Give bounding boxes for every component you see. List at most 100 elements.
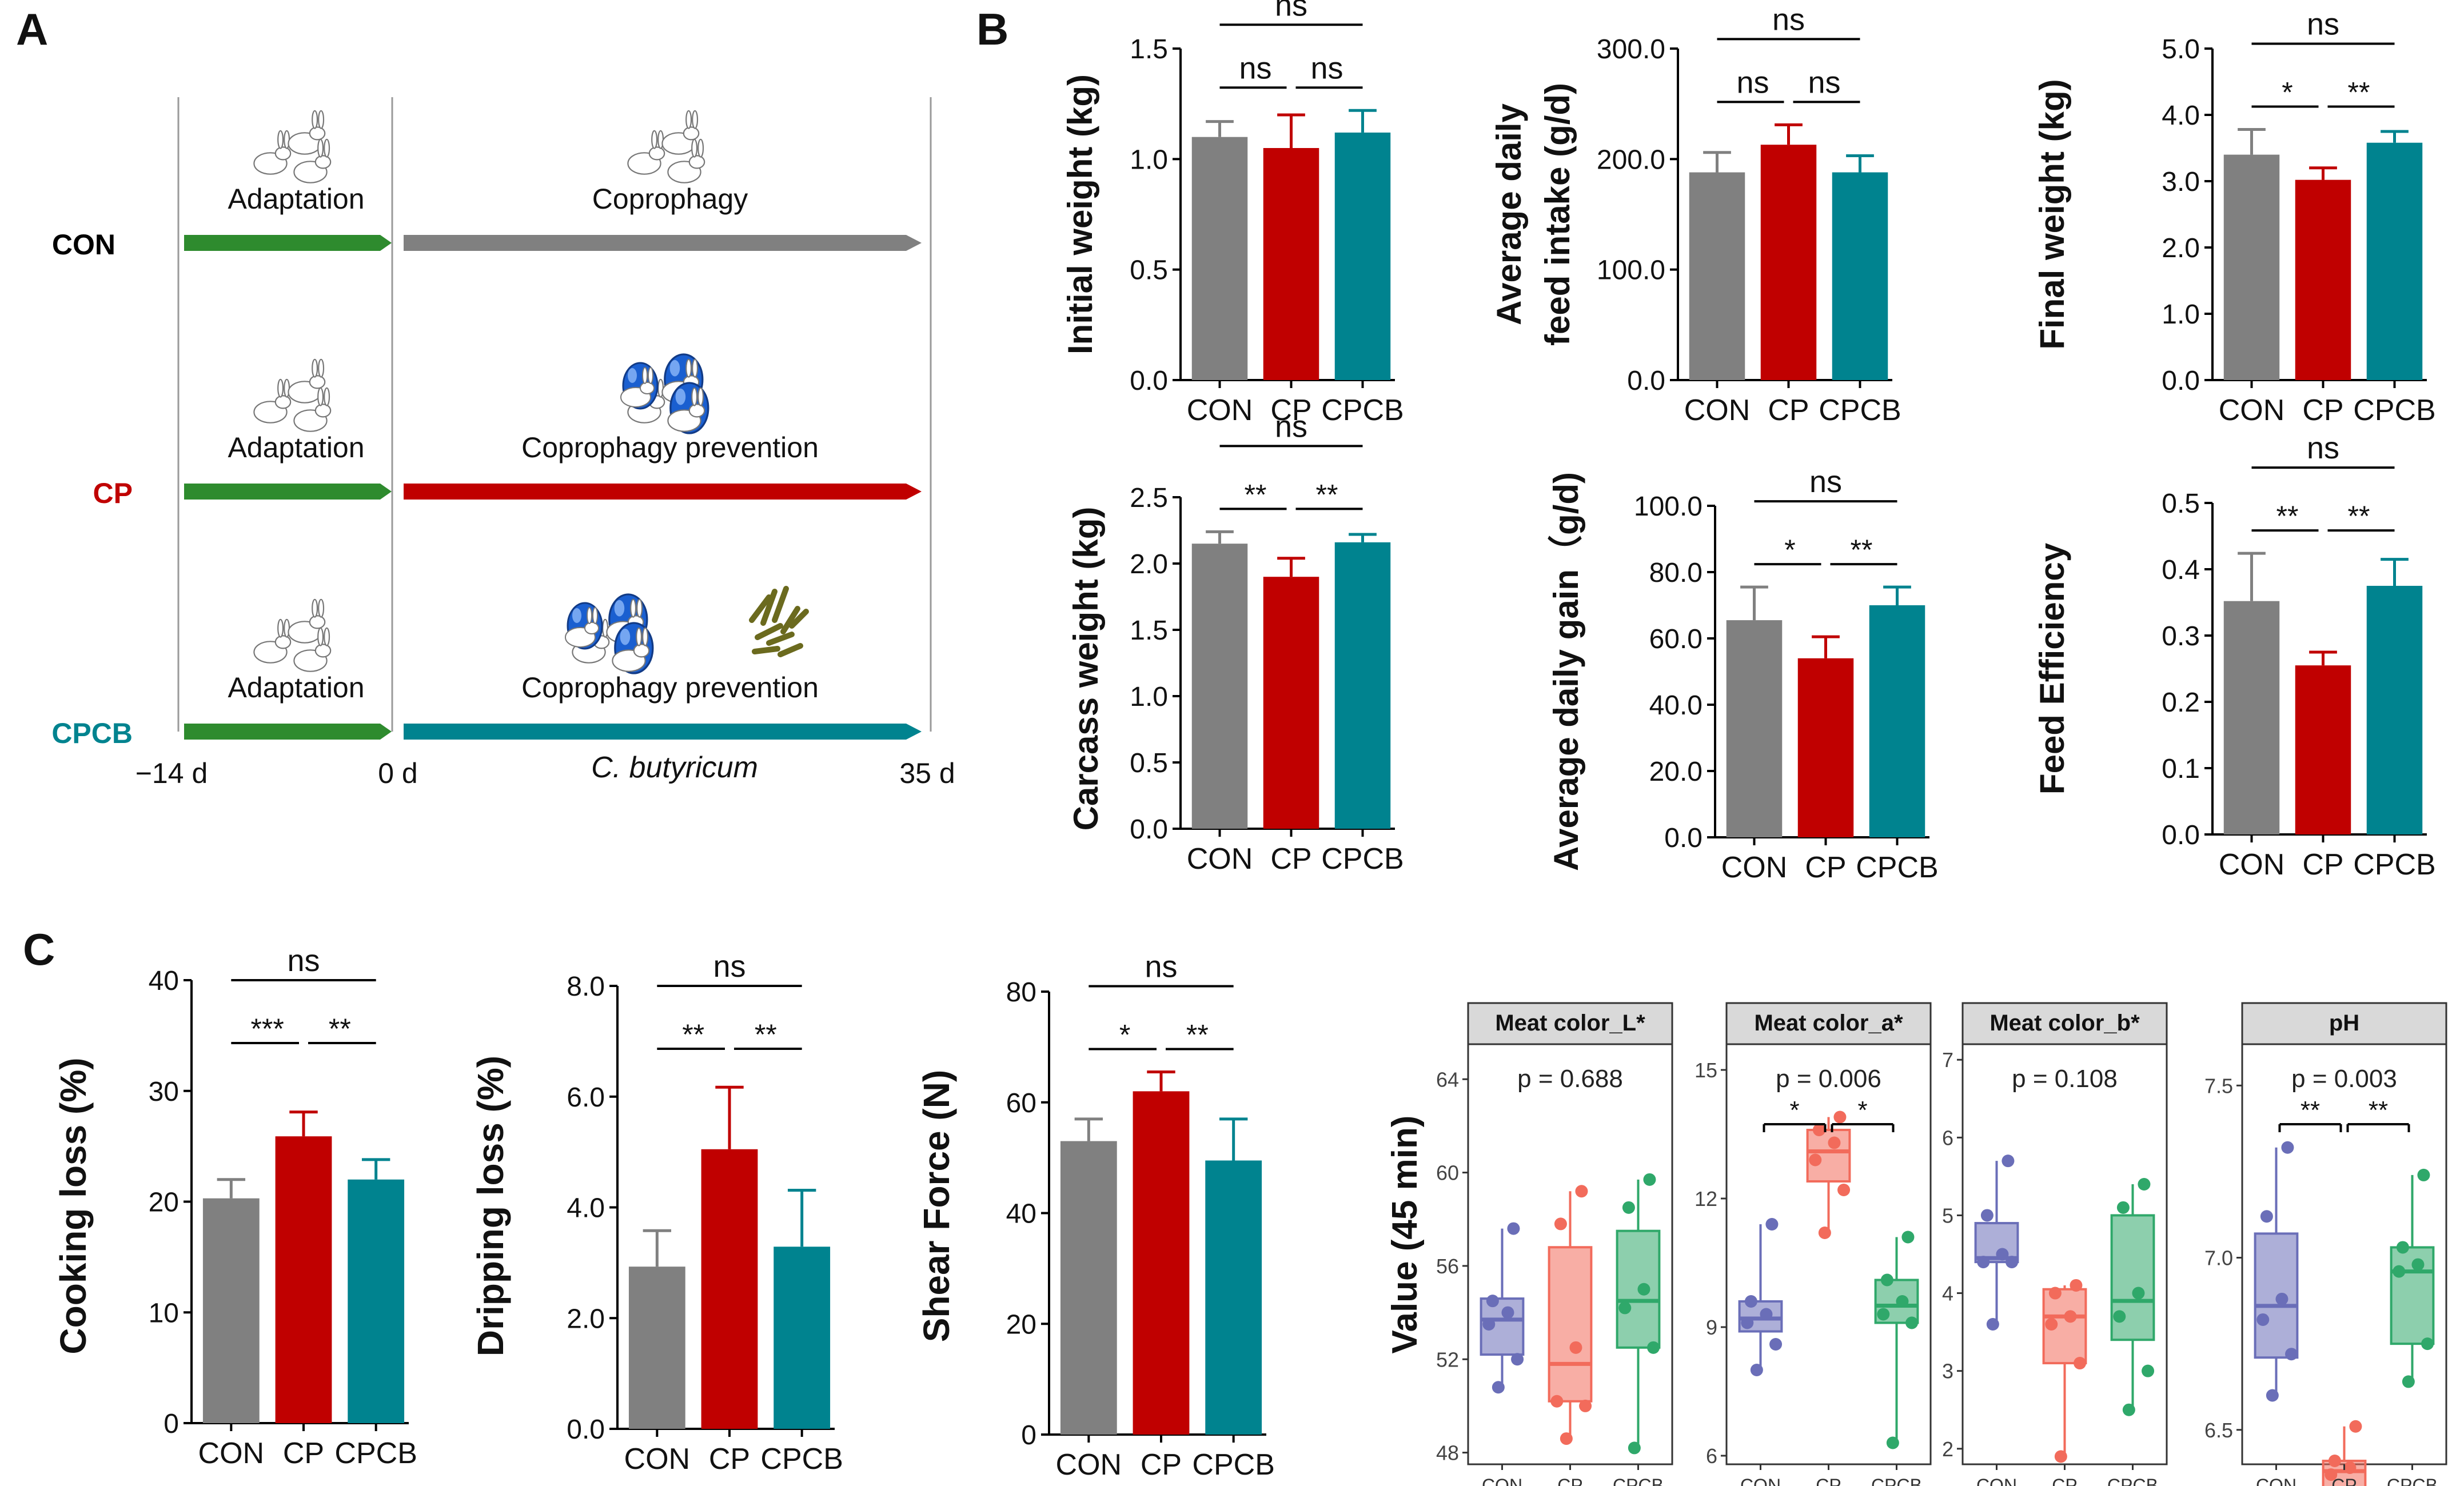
y-axis-label: Initial weight (kg) [1061, 74, 1099, 354]
group-label-con: CON [52, 229, 115, 261]
y-tick-label: 40 [149, 966, 179, 996]
rabbit-ear-icon [277, 618, 284, 638]
y-tick-label: 60 [1436, 1161, 1459, 1185]
data-point [2142, 1364, 2155, 1377]
box-con [2254, 1232, 2299, 1359]
rabbit-head-icon [274, 395, 292, 409]
data-point [2421, 1337, 2434, 1351]
adaptation-arrow [184, 484, 392, 500]
significance-label: ns [1310, 51, 1343, 85]
rabbit-ear-icon [312, 110, 318, 129]
bar-cp [1797, 658, 1854, 837]
rabbit-ear-icon [691, 387, 698, 406]
rabbit-ear-icon [636, 627, 643, 646]
rabbit-icon [288, 110, 326, 155]
data-point [2411, 1258, 2425, 1271]
rabbit-ear-icon [692, 358, 699, 378]
y-tick-label: 40.0 [1649, 690, 1703, 721]
y-axis-label: Value (45 min) [1385, 1116, 1425, 1354]
x-tick-label: CPCB [1192, 1448, 1274, 1481]
rabbit-ear-icon [630, 598, 637, 618]
y-tick-label: 7 [1942, 1048, 1953, 1072]
bar-chart-dripping_loss: 0.0 2.0 4.0 6.0 8.0 Dripping loss (%) CON CP CPC… [470, 949, 843, 1476]
x-tick-label: CPCB [2353, 848, 2435, 881]
x-tick-label: CP [2302, 848, 2343, 881]
significance-label: ns [1145, 949, 1177, 984]
day-label-start: −14 d [135, 757, 208, 789]
y-tick-label: 100.0 [1634, 492, 1703, 522]
box-plot-meat_color_b: Meat color_b* 2 3 4 5 6 7 p = 0.108 CON CP CPCB [1942, 1002, 2168, 1486]
rabbit-icon [627, 130, 665, 175]
y-tick-label: 0.2 [2162, 688, 2200, 718]
bar-cp [2295, 665, 2351, 834]
y-tick-label: 1.5 [1130, 34, 1168, 65]
day-label-end: 35 d [899, 757, 955, 789]
group-label-cp: CP [93, 477, 133, 509]
x-tick-label: CON [1740, 1475, 1781, 1486]
data-point [2116, 1201, 2130, 1214]
significance-label: *** [250, 1013, 284, 1045]
significance-label: ** [2300, 1096, 2320, 1124]
x-tick-label: CON [624, 1443, 691, 1476]
y-tick-label: 6 [1942, 1126, 1953, 1149]
significance-label: ns [1808, 65, 1840, 99]
rabbit-ear-icon [318, 358, 325, 378]
p-value-label: p = 0.688 [1517, 1065, 1623, 1093]
y-tick-label: 0.5 [1130, 748, 1168, 778]
rabbit-icon [253, 618, 292, 664]
significance-label: ** [2276, 500, 2299, 532]
rabbit-head-icon [309, 126, 326, 141]
y-tick-label: 7.5 [2204, 1074, 2233, 1097]
rabbit-head-icon [584, 622, 599, 634]
data-point [1828, 1136, 1841, 1149]
box-cp [1548, 1246, 1593, 1403]
x-tick-label: CP [1557, 1475, 1582, 1486]
significance-label: ** [2348, 77, 2370, 109]
data-point [1741, 1316, 1754, 1329]
rabbit-ear-icon [642, 627, 649, 646]
bar-cpcb [1832, 172, 1888, 380]
x-tick-label: CON [198, 1437, 265, 1470]
bar-con [202, 1198, 260, 1423]
y-tick-label: 0.1 [2162, 754, 2200, 784]
y-tick-label: 15 [1695, 1058, 1717, 1082]
x-tick-label: CP [2302, 394, 2343, 427]
bar-cp [1133, 1091, 1190, 1435]
adaptation-arrow [184, 724, 392, 740]
significance-label: ns [2307, 431, 2339, 465]
treatment-arrow [404, 484, 922, 500]
y-tick-label: 200.0 [1597, 145, 1665, 175]
significance-label: * [1857, 1096, 1867, 1124]
box-plot-meat_color_a: Meat color_a* 6 9 12 15 p = 0.006 CON CP CPCB * * [1695, 1002, 1932, 1486]
pellet-icon [760, 589, 778, 626]
y-tick-label: 0 [164, 1409, 179, 1439]
data-point [1905, 1316, 1919, 1329]
significance-label: ** [329, 1013, 351, 1045]
bar-cp [275, 1136, 332, 1423]
rabbit-head-icon [274, 635, 292, 649]
rabbit-ear-icon [642, 367, 648, 384]
x-tick-label: CP [1805, 851, 1846, 884]
supplement-label: C. butyricum [591, 751, 758, 784]
y-tick-label: 2.0 [1130, 549, 1168, 580]
x-tick-label: CPCB [1856, 851, 1938, 884]
x-tick-label: CP [1768, 394, 1809, 427]
rabbit-ear-icon [318, 598, 325, 618]
y-tick-label: 56 [1436, 1255, 1459, 1278]
significance-label: ns [1275, 0, 1307, 22]
rabbit-ear-icon [685, 358, 692, 378]
y-tick-label: 6.5 [2204, 1419, 2233, 1442]
data-point [2325, 1468, 2338, 1481]
data-point [1765, 1218, 1779, 1231]
treatment-arrow [404, 724, 922, 740]
x-tick-label: CON [1482, 1475, 1522, 1486]
bar-con [1689, 172, 1745, 380]
rabbit-head-icon [314, 644, 332, 658]
significance-label: ** [755, 1018, 777, 1050]
bar-cpcb [348, 1179, 405, 1423]
rabbit-head-icon [648, 146, 665, 161]
data-point [2113, 1310, 2126, 1323]
rabbit-icon [288, 358, 326, 404]
capsule-highlight-icon [675, 388, 686, 405]
significance-label: ** [2348, 500, 2370, 532]
